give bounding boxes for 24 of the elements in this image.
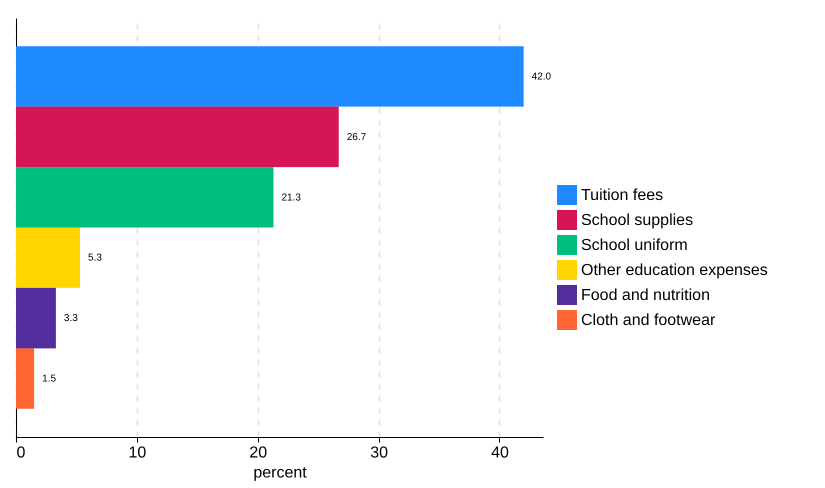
legend-label: Tuition fees [581, 187, 664, 204]
data-label: 26.7 [346, 132, 367, 143]
x-tick-label: 30 [370, 444, 388, 462]
bar [16, 348, 34, 409]
data-label: 3.3 [64, 313, 78, 324]
x-tick-label: 0 [16, 444, 26, 462]
x-tick-label: 20 [249, 444, 268, 462]
legend-label: School uniform [581, 237, 688, 254]
bar [16, 167, 274, 228]
legend-label: School supplies [581, 212, 694, 229]
legend-label: Food and nutrition [581, 287, 710, 304]
data-label: 21.3 [281, 192, 302, 204]
data-label: 5.3 [88, 252, 102, 264]
bar [16, 106, 339, 168]
legend-label: Other education expenses [581, 262, 768, 279]
data-label: 1.5 [42, 374, 56, 385]
legend-label: Cloth and footwear [581, 312, 716, 329]
bar [16, 288, 56, 348]
bar [16, 228, 80, 288]
bar [16, 46, 524, 107]
x-axis-title: percent [253, 464, 308, 482]
x-tick-label: 40 [491, 444, 509, 462]
x-tick-label: 10 [128, 444, 146, 462]
data-label: 42.0 [532, 71, 552, 82]
